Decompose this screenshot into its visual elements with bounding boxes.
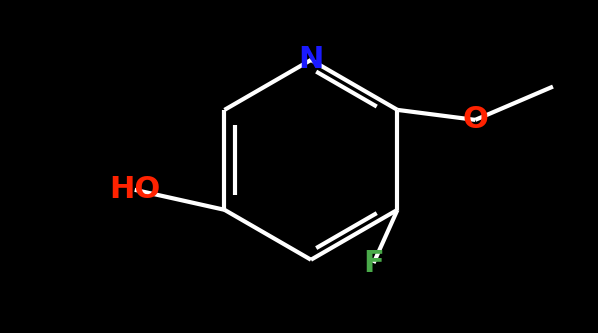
Text: HO: HO xyxy=(109,175,160,204)
Text: N: N xyxy=(298,45,324,75)
Text: O: O xyxy=(462,105,488,135)
Text: F: F xyxy=(363,248,384,278)
